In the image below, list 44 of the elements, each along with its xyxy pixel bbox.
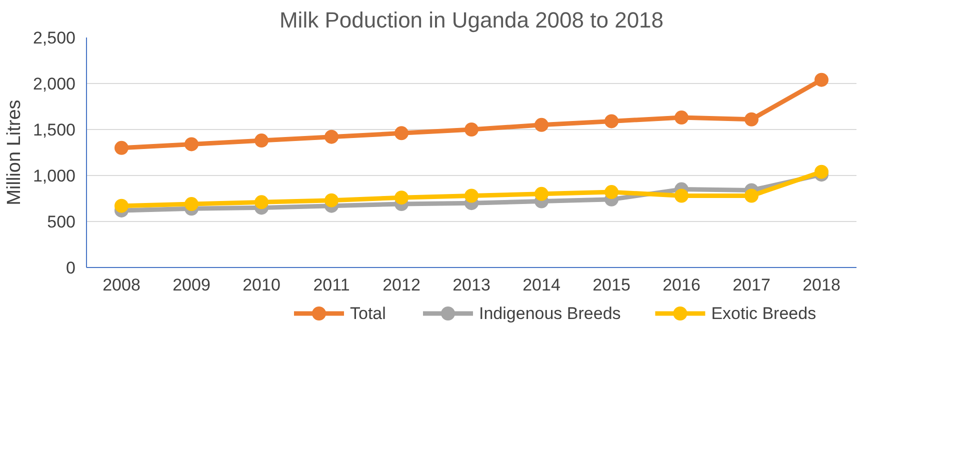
x-tick-label: 2010 bbox=[242, 276, 280, 294]
point bbox=[184, 197, 198, 212]
y-tick-label: 1,000 bbox=[32, 166, 76, 186]
x-tick-label: 2015 bbox=[592, 276, 630, 294]
point bbox=[744, 112, 758, 126]
y-axis-title: Million Litres bbox=[4, 100, 25, 206]
point bbox=[744, 188, 758, 203]
x-tick-label: 2011 bbox=[313, 276, 350, 294]
point bbox=[114, 198, 128, 213]
point bbox=[674, 110, 688, 125]
x-tick-label: 2012 bbox=[382, 276, 420, 294]
point bbox=[254, 195, 268, 210]
y-tick-label: 1,500 bbox=[32, 120, 76, 140]
point bbox=[184, 137, 198, 152]
point bbox=[254, 134, 268, 148]
x-tick-label: 2009 bbox=[172, 276, 210, 294]
x-tick-label: 2016 bbox=[662, 276, 700, 294]
point bbox=[674, 188, 688, 203]
point bbox=[604, 185, 618, 200]
x-tick-label: 2017 bbox=[732, 276, 770, 294]
x-tick-label: 2008 bbox=[102, 276, 140, 294]
y-tick-label: 0 bbox=[66, 258, 76, 278]
x-tick-label: 2014 bbox=[522, 276, 560, 294]
point bbox=[814, 72, 828, 87]
point bbox=[604, 114, 618, 128]
legend-label: Total bbox=[350, 304, 386, 323]
legend-label: Indigenous Breeds bbox=[479, 304, 621, 323]
point bbox=[394, 126, 408, 140]
point bbox=[324, 193, 338, 208]
y-tick-label: 2,500 bbox=[32, 28, 76, 48]
y-tick-label: 2,000 bbox=[32, 74, 76, 94]
point bbox=[324, 130, 338, 144]
point bbox=[114, 140, 128, 155]
x-tick-label: 2018 bbox=[802, 276, 840, 294]
legend-label: Exotic Breeds bbox=[711, 304, 816, 323]
point bbox=[464, 122, 478, 136]
y-tick-label: 500 bbox=[47, 212, 76, 232]
point bbox=[534, 186, 548, 201]
chart-title: Milk Poduction in Uganda 2008 to 2018 bbox=[279, 8, 664, 32]
x-tick-label: 2013 bbox=[452, 276, 490, 294]
point bbox=[464, 188, 478, 203]
point bbox=[534, 118, 548, 132]
point bbox=[814, 164, 828, 179]
point bbox=[394, 190, 408, 205]
